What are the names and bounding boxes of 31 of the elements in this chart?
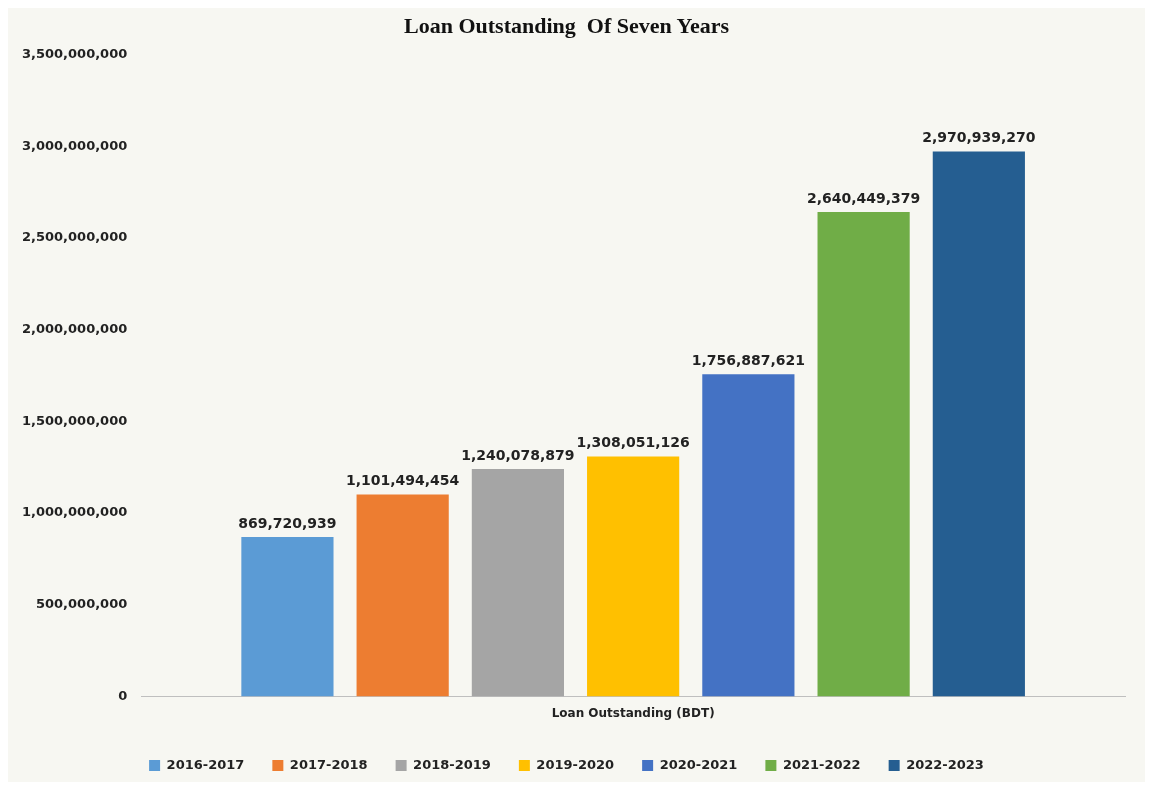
legend-label: 2016-2017 bbox=[166, 756, 245, 772]
x-tick-label: Loan Outstanding (BDT) bbox=[551, 705, 715, 720]
y-tick-label: 3,500,000,000 bbox=[21, 45, 128, 61]
bar bbox=[356, 494, 449, 697]
bar bbox=[702, 374, 795, 697]
data-label: 2,970,939,270 bbox=[922, 129, 1036, 146]
data-label: 1,756,887,621 bbox=[691, 351, 806, 368]
bar bbox=[587, 456, 680, 697]
y-tick-label: 1,000,000,000 bbox=[21, 504, 128, 520]
y-tick-label: 1,500,000,000 bbox=[21, 412, 128, 428]
legend-label: 2017-2018 bbox=[289, 756, 368, 772]
data-label: 869,720,939 bbox=[238, 514, 337, 531]
legend-label: 2020-2021 bbox=[659, 756, 738, 772]
legend-label: 2018-2019 bbox=[413, 756, 491, 772]
chart-title: Loan Outstanding Of Seven Years bbox=[404, 12, 730, 38]
bar bbox=[932, 151, 1025, 697]
data-label: 1,308,051,126 bbox=[576, 434, 690, 451]
y-tick-label: 2,500,000,000 bbox=[21, 229, 128, 245]
data-label: 1,101,494,454 bbox=[345, 472, 460, 489]
bar bbox=[241, 537, 334, 697]
data-label: 2,640,449,379 bbox=[806, 189, 921, 206]
bar bbox=[817, 212, 910, 697]
y-tick-label: 0 bbox=[118, 687, 128, 703]
legend-label: 2022-2023 bbox=[906, 756, 984, 772]
legend-label: 2021-2022 bbox=[782, 756, 861, 772]
y-tick-label: 3,000,000,000 bbox=[21, 137, 128, 153]
data-label: 1,240,078,879 bbox=[461, 446, 575, 463]
bar bbox=[471, 469, 564, 697]
legend-label: 2019-2020 bbox=[536, 756, 615, 772]
y-tick-label: 2,000,000,000 bbox=[21, 321, 128, 336]
y-tick-label: 500,000,000 bbox=[35, 596, 128, 612]
